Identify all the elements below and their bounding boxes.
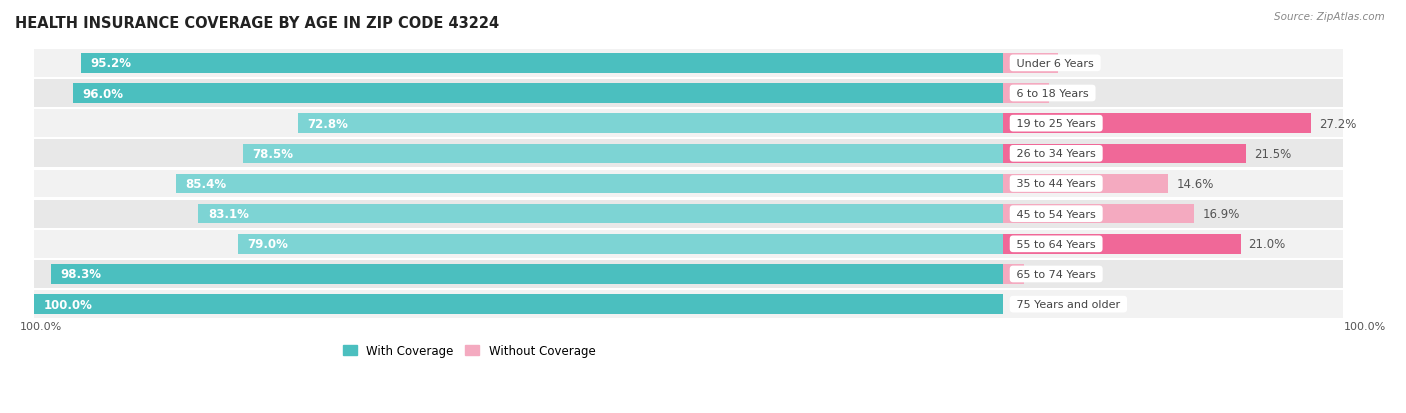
Text: 4.8%: 4.8% (1066, 57, 1095, 70)
Text: 19 to 25 Years: 19 to 25 Years (1014, 119, 1099, 129)
Bar (34, 140, 1343, 168)
Bar (34, 200, 1343, 228)
Text: 26 to 34 Years: 26 to 34 Years (1014, 149, 1099, 159)
Bar (243, 144, 1004, 164)
Text: 14.6%: 14.6% (1177, 178, 1213, 190)
Bar (34, 261, 1343, 288)
Text: 75 Years and older: 75 Years and older (1014, 299, 1123, 309)
Bar (34, 230, 1343, 258)
Bar (34, 291, 1343, 318)
Text: 100.0%: 100.0% (44, 298, 93, 311)
Text: 95.2%: 95.2% (90, 57, 132, 70)
Text: HEALTH INSURANCE COVERAGE BY AGE IN ZIP CODE 43224: HEALTH INSURANCE COVERAGE BY AGE IN ZIP … (15, 16, 499, 31)
Text: 21.5%: 21.5% (1254, 147, 1292, 160)
Text: 55 to 64 Years: 55 to 64 Years (1014, 239, 1099, 249)
Bar (1004, 174, 1168, 194)
Bar (1004, 114, 1310, 134)
Text: 78.5%: 78.5% (253, 147, 294, 160)
Text: 35 to 44 Years: 35 to 44 Years (1014, 179, 1099, 189)
Bar (176, 174, 1004, 194)
Bar (238, 235, 1004, 254)
Text: 85.4%: 85.4% (186, 178, 226, 190)
Text: 96.0%: 96.0% (83, 87, 124, 100)
Bar (1004, 54, 1057, 74)
Text: 27.2%: 27.2% (1319, 117, 1355, 131)
Text: Source: ZipAtlas.com: Source: ZipAtlas.com (1274, 12, 1385, 22)
Text: 65 to 74 Years: 65 to 74 Years (1014, 269, 1099, 279)
Bar (73, 84, 1004, 104)
Legend: With Coverage, Without Coverage: With Coverage, Without Coverage (337, 339, 600, 362)
Bar (34, 50, 1343, 78)
Text: 1.8%: 1.8% (1032, 268, 1062, 281)
Text: 4.0%: 4.0% (1056, 87, 1085, 100)
Bar (1004, 204, 1195, 224)
Text: 6 to 18 Years: 6 to 18 Years (1014, 89, 1092, 99)
Bar (298, 114, 1004, 134)
Bar (1004, 144, 1247, 164)
Bar (34, 110, 1343, 138)
Bar (51, 265, 1004, 284)
Bar (34, 80, 1343, 108)
Text: 83.1%: 83.1% (208, 208, 249, 221)
Text: 0.0%: 0.0% (1011, 298, 1040, 311)
Text: 98.3%: 98.3% (60, 268, 101, 281)
Bar (34, 294, 1004, 314)
Text: 72.8%: 72.8% (308, 117, 349, 131)
Bar (1004, 235, 1241, 254)
Bar (1004, 84, 1049, 104)
Text: 79.0%: 79.0% (247, 238, 288, 251)
Bar (1004, 265, 1024, 284)
Text: 45 to 54 Years: 45 to 54 Years (1014, 209, 1099, 219)
Text: 100.0%: 100.0% (20, 321, 62, 331)
Text: 16.9%: 16.9% (1202, 208, 1240, 221)
Bar (34, 170, 1343, 198)
Text: 21.0%: 21.0% (1249, 238, 1286, 251)
Text: Under 6 Years: Under 6 Years (1014, 59, 1097, 69)
Bar (198, 204, 1004, 224)
Text: 100.0%: 100.0% (1344, 321, 1386, 331)
Bar (82, 54, 1004, 74)
